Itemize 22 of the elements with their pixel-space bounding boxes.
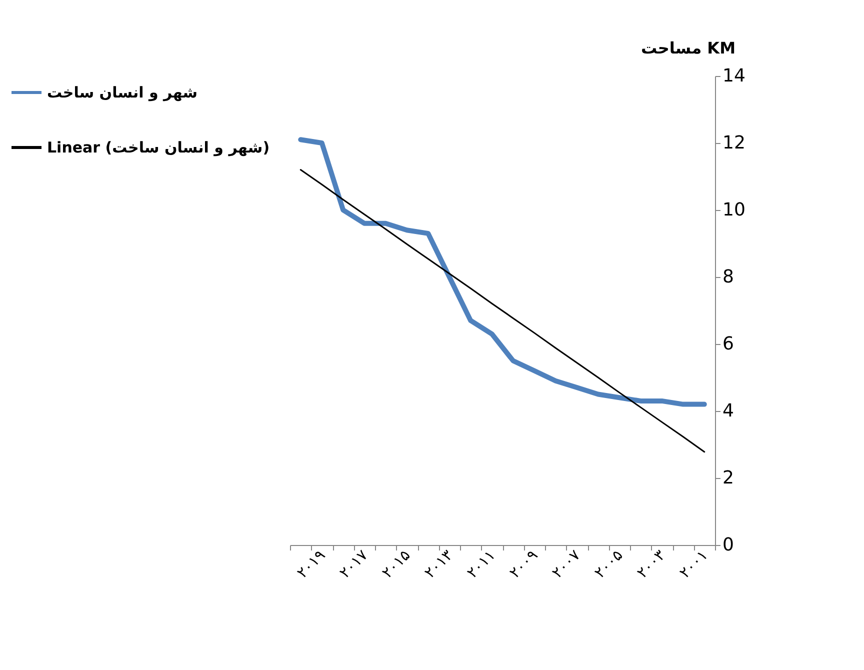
y-tick-label: 4 xyxy=(722,400,734,422)
x-tick-label: ۲۰۰۱ xyxy=(676,546,712,582)
legend-label: شهر و انسان ساخت xyxy=(47,84,198,102)
y-tick-label: 6 xyxy=(722,334,734,354)
x-tick-label: ۲۰۱۱ xyxy=(463,546,499,582)
y-tick-label: 0 xyxy=(722,534,734,556)
x-tick-label: ۲۰۰۷ xyxy=(548,546,584,582)
y-tick-label: 2 xyxy=(722,468,734,488)
y-axis-title: مساحت KM xyxy=(640,38,736,58)
y-tick-label: 10 xyxy=(722,200,746,220)
x-tick-label: ۲۰۰۳ xyxy=(633,546,669,582)
x-tick-label: ۲۰۱۵ xyxy=(378,546,414,582)
x-tick-label: ۲۰۰۵ xyxy=(590,546,626,582)
line-series xyxy=(300,169,706,453)
x-tick-label: ۲۰۰۹ xyxy=(506,546,542,582)
y-tick-label: 14 xyxy=(722,66,746,86)
x-tick-label: ۲۰۱۳ xyxy=(420,546,456,582)
x-tick-label: ۲۰۱۹ xyxy=(293,546,329,582)
legend-label: Linear (شهر و انسان ساخت) xyxy=(47,138,270,156)
y-tick-label: 8 xyxy=(722,266,734,288)
x-tick-label: ۲۰۱۷ xyxy=(336,546,372,582)
y-tick-label: 12 xyxy=(722,132,746,154)
